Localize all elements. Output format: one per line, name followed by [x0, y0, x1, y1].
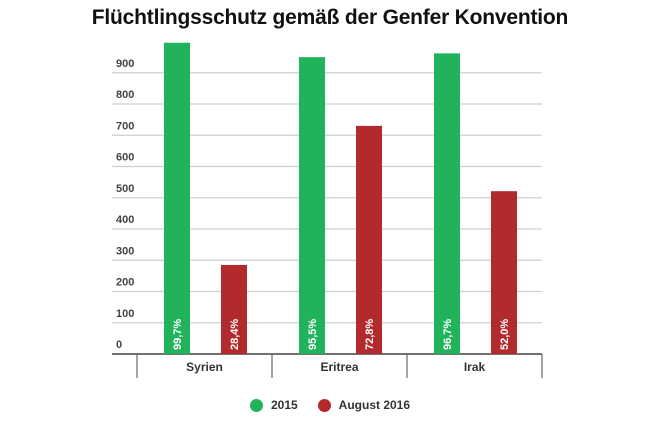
data-label-syrien-2015: 99,7%: [172, 319, 184, 350]
data-label-syrien-august-2016: 28,4%: [229, 319, 241, 350]
data-label-eritrea-august-2016: 72,8%: [364, 319, 376, 350]
y-tick-label-800: 800: [116, 89, 134, 101]
legend-swatch-august-2016: [317, 398, 331, 412]
x-tick-label-irak: Irak: [464, 360, 486, 374]
bar-irak-2015: [434, 53, 460, 354]
legend-item-2015: 2015: [249, 398, 298, 412]
legend-label-august-2016: August 2016: [338, 398, 411, 412]
data-label-eritrea-2015: 95,5%: [307, 319, 319, 350]
legend-label-2015: 2015: [270, 398, 298, 412]
bar-eritrea-august-2016: [356, 125, 382, 354]
bar-irak-august-2016: [491, 191, 517, 354]
y-tick-label-300: 300: [116, 245, 134, 257]
y-tick-label-900: 900: [116, 58, 134, 70]
bar-syrien-august-2016: [221, 264, 247, 354]
y-tick-label-500: 500: [116, 183, 134, 195]
x-tick-label-eritrea: Eritrea: [320, 360, 358, 374]
chart-title: Flüchtlingsschutz gemäß der Genfer Konve…: [91, 6, 569, 29]
y-tick-label-600: 600: [116, 152, 134, 164]
x-tick-label-syrien: Syrien: [186, 360, 223, 374]
y-tick-label-0: 0: [116, 339, 122, 351]
legend-swatch-2015: [249, 398, 263, 412]
legend-item-august-2016: August 2016: [317, 398, 411, 412]
y-tick-label-700: 700: [116, 120, 134, 132]
data-label-irak-2015: 96,7%: [442, 319, 454, 350]
y-tick-label-400: 400: [116, 214, 134, 226]
legend: 2015 August 2016: [0, 398, 660, 412]
y-tick-label-200: 200: [116, 277, 134, 289]
bar-syrien-2015: [164, 42, 190, 354]
y-tick-label-100: 100: [116, 308, 134, 320]
data-label-irak-august-2016: 52,0%: [499, 319, 511, 350]
bar-eritrea-2015: [299, 57, 325, 354]
